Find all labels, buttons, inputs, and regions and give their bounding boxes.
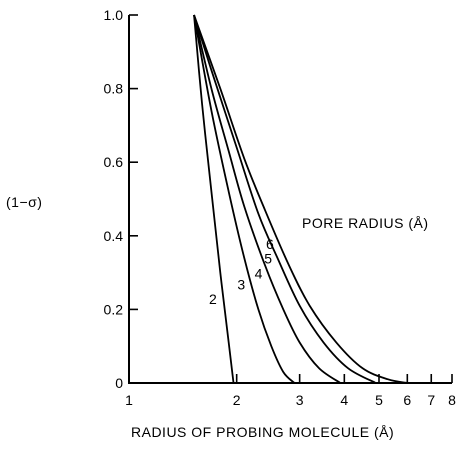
- y-tick-label: 0.8: [104, 81, 124, 97]
- legend-title: PORE RADIUS (Å): [302, 215, 429, 231]
- y-tick-label: 0.2: [104, 301, 124, 317]
- series-label-4: 4: [255, 265, 263, 281]
- series-label-6: 6: [266, 236, 274, 252]
- y-tick-label: 0.6: [104, 154, 124, 170]
- y-tick-label: 0.4: [104, 228, 124, 244]
- series-line-3: [193, 14, 296, 384]
- x-tick-label: 6: [403, 392, 411, 408]
- x-tick-label: 5: [375, 392, 383, 408]
- axes-frame: [128, 15, 452, 384]
- series-line-2: [193, 14, 235, 384]
- x-tick-label: 8: [448, 392, 456, 408]
- x-tick-label: 4: [340, 392, 348, 408]
- y-axis-title: (1−σ): [6, 194, 42, 210]
- x-tick-label: 7: [427, 392, 435, 408]
- y-tick-label: 0: [115, 375, 123, 391]
- series-line-5: [193, 14, 377, 384]
- series-label-3: 3: [237, 276, 245, 292]
- series-label-2: 2: [209, 291, 217, 307]
- x-tick-label: 3: [296, 392, 304, 408]
- series-label-5: 5: [264, 251, 272, 267]
- y-ticks: 0 0.2 0.4 0.6 0.8 1.0: [104, 7, 138, 391]
- x-tick-label: 1: [125, 392, 133, 408]
- x-tick-label: 2: [233, 392, 241, 408]
- series-line-4: [193, 14, 341, 384]
- y-tick-label: 1.0: [104, 7, 124, 23]
- series-group: [193, 14, 408, 384]
- x-axis-title: RADIUS OF PROBING MOLECULE (Å): [131, 424, 394, 440]
- series-line-6: [193, 14, 408, 384]
